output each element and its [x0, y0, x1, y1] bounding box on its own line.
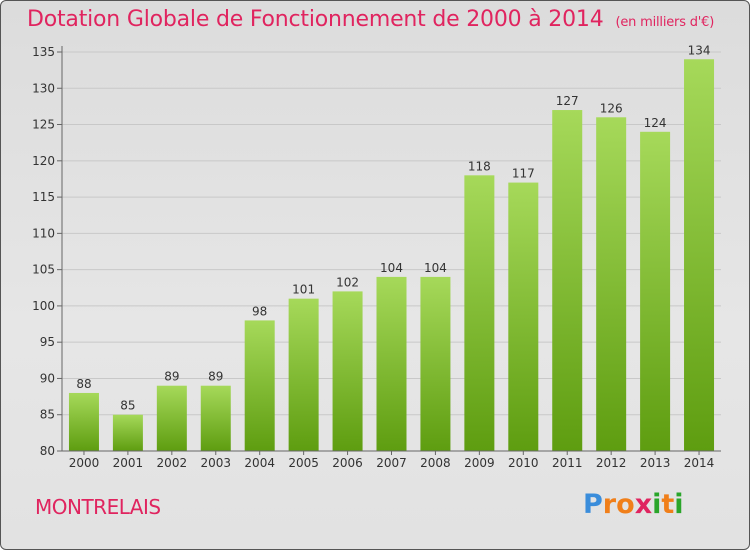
- x-tick-label: 2007: [376, 456, 407, 470]
- bar-2006[interactable]: [332, 291, 363, 451]
- proxiti-logo[interactable]: Proxiti: [583, 489, 684, 520]
- chart-title-text: Dotation Globale de Fonctionnement de 20…: [27, 7, 604, 32]
- bars: 88 85 89 89 98 101 102 104 104 118 117 127 126 124 134: [68, 43, 715, 452]
- bar-2007[interactable]: [376, 276, 407, 451]
- x-tick-label: 2000: [69, 456, 100, 470]
- bar-2008[interactable]: [420, 276, 451, 451]
- logo-letter: i: [674, 489, 684, 520]
- bar-value-label: 89: [164, 370, 179, 384]
- x-tick-label: 2010: [508, 456, 539, 470]
- y-tick-label: 80: [40, 444, 55, 458]
- y-tick-label: 100: [32, 299, 55, 313]
- x-tick-label: 2014: [684, 456, 715, 470]
- y-tick-label: 95: [40, 335, 55, 349]
- axes: 80 85 90 95 100 105 110 115 120 125 130 135 2000 2001…: [32, 45, 721, 470]
- bar-value-label: 124: [644, 116, 667, 130]
- bar-value-label: 117: [512, 167, 535, 181]
- chart-unit: (en milliers d'€): [615, 15, 715, 30]
- bar-2011[interactable]: [552, 110, 583, 451]
- x-tick-label: 2002: [157, 456, 188, 470]
- logo-letter: i: [652, 489, 662, 520]
- bar-2002[interactable]: [156, 385, 187, 451]
- x-tick-label: 2012: [596, 456, 627, 470]
- y-tick-label: 90: [40, 371, 55, 385]
- bar-2001[interactable]: [112, 414, 143, 451]
- y-tick-label: 135: [32, 45, 55, 59]
- logo-letter: P: [583, 489, 603, 520]
- y-tick-label: 115: [32, 190, 55, 204]
- logo-letter: x: [634, 489, 653, 520]
- logo-letter: t: [661, 489, 675, 520]
- bar-value-label: 126: [600, 101, 623, 115]
- bar-2009[interactable]: [464, 175, 495, 451]
- x-tick-label: 2004: [244, 456, 275, 470]
- bar-2004[interactable]: [244, 320, 275, 451]
- x-tick-label: 2013: [640, 456, 671, 470]
- y-tick-label: 130: [32, 81, 55, 95]
- bar-value-label: 102: [336, 275, 359, 289]
- bar-value-label: 104: [424, 261, 447, 275]
- x-tick-label: 2005: [288, 456, 319, 470]
- bar-2010[interactable]: [508, 182, 539, 451]
- bar-2005[interactable]: [288, 298, 319, 451]
- bar-value-label: 134: [688, 43, 711, 57]
- bar-value-label: 104: [380, 261, 403, 275]
- bar-value-label: 127: [556, 94, 579, 108]
- chart-title: Dotation Globale de Fonctionnement de 20…: [27, 7, 714, 32]
- x-tick-label: 2008: [420, 456, 451, 470]
- bar-2014[interactable]: [684, 59, 715, 451]
- x-tick-label: 2003: [200, 456, 231, 470]
- y-tick-label: 85: [40, 408, 55, 422]
- x-tick-label: 2006: [332, 456, 363, 470]
- bar-value-label: 98: [252, 304, 267, 318]
- bar-2013[interactable]: [640, 131, 671, 452]
- bar-value-label: 101: [292, 283, 315, 297]
- bar-value-label: 89: [208, 370, 223, 384]
- logo-letter: o: [616, 489, 635, 520]
- logo-letter: r: [602, 489, 617, 520]
- y-tick-label: 110: [32, 226, 55, 240]
- y-tick-label: 120: [32, 154, 55, 168]
- bar-value-label: 88: [76, 377, 91, 391]
- y-tick-label: 105: [32, 263, 55, 277]
- commune-name: MONTRELAIS: [35, 495, 161, 519]
- bar-2003[interactable]: [200, 385, 231, 451]
- x-tick-label: 2001: [113, 456, 144, 470]
- x-tick-label: 2009: [464, 456, 495, 470]
- bar-value-label: 118: [468, 159, 491, 173]
- x-tick-label: 2011: [552, 456, 583, 470]
- bar-2012[interactable]: [596, 117, 627, 452]
- y-tick-label: 125: [32, 118, 55, 132]
- bar-value-label: 85: [120, 399, 135, 413]
- bar-2000[interactable]: [68, 392, 99, 451]
